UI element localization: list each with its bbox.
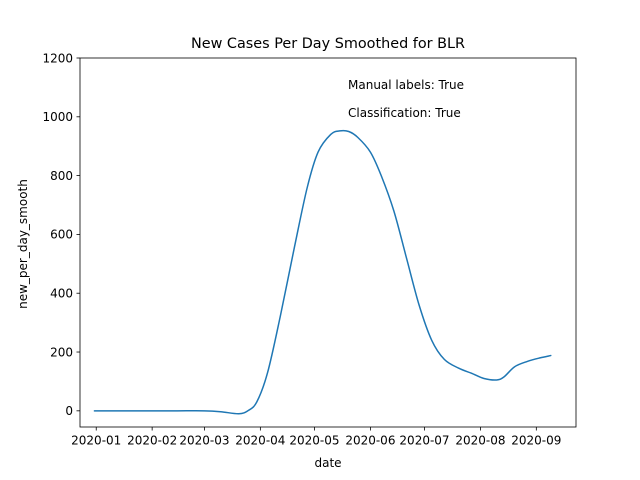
x-tick-label: 2020-09: [511, 434, 561, 448]
x-tick-label: 2020-05: [289, 434, 339, 448]
y-tick-label: 600: [50, 228, 73, 242]
x-axis-label: date: [314, 456, 341, 470]
x-tick-label: 2020-08: [455, 434, 505, 448]
x-tick-label: 2020-01: [71, 434, 121, 448]
x-tick-label: 2020-03: [179, 434, 229, 448]
y-tick-label: 200: [50, 345, 73, 359]
annotation-classification: Classification: True: [348, 106, 461, 120]
y-axis-label: new_per_day_smooth: [16, 179, 30, 309]
x-tick-label: 2020-02: [127, 434, 177, 448]
annotation-manual-labels: Manual labels: True: [348, 78, 464, 92]
y-tick-label: 800: [50, 169, 73, 183]
plot-frame: [79, 57, 577, 428]
x-tick-label: 2020-04: [235, 434, 285, 448]
y-tick-label: 1200: [42, 51, 73, 65]
chart-title: New Cases Per Day Smoothed for BLR: [191, 36, 465, 52]
series-line: [93, 129, 552, 415]
x-tick-label: 2020-07: [399, 434, 449, 448]
y-tick-label: 1000: [42, 110, 73, 124]
x-tick-label: 2020-06: [345, 434, 395, 448]
y-tick-label: 0: [65, 404, 73, 418]
y-tick-label: 400: [50, 287, 73, 301]
